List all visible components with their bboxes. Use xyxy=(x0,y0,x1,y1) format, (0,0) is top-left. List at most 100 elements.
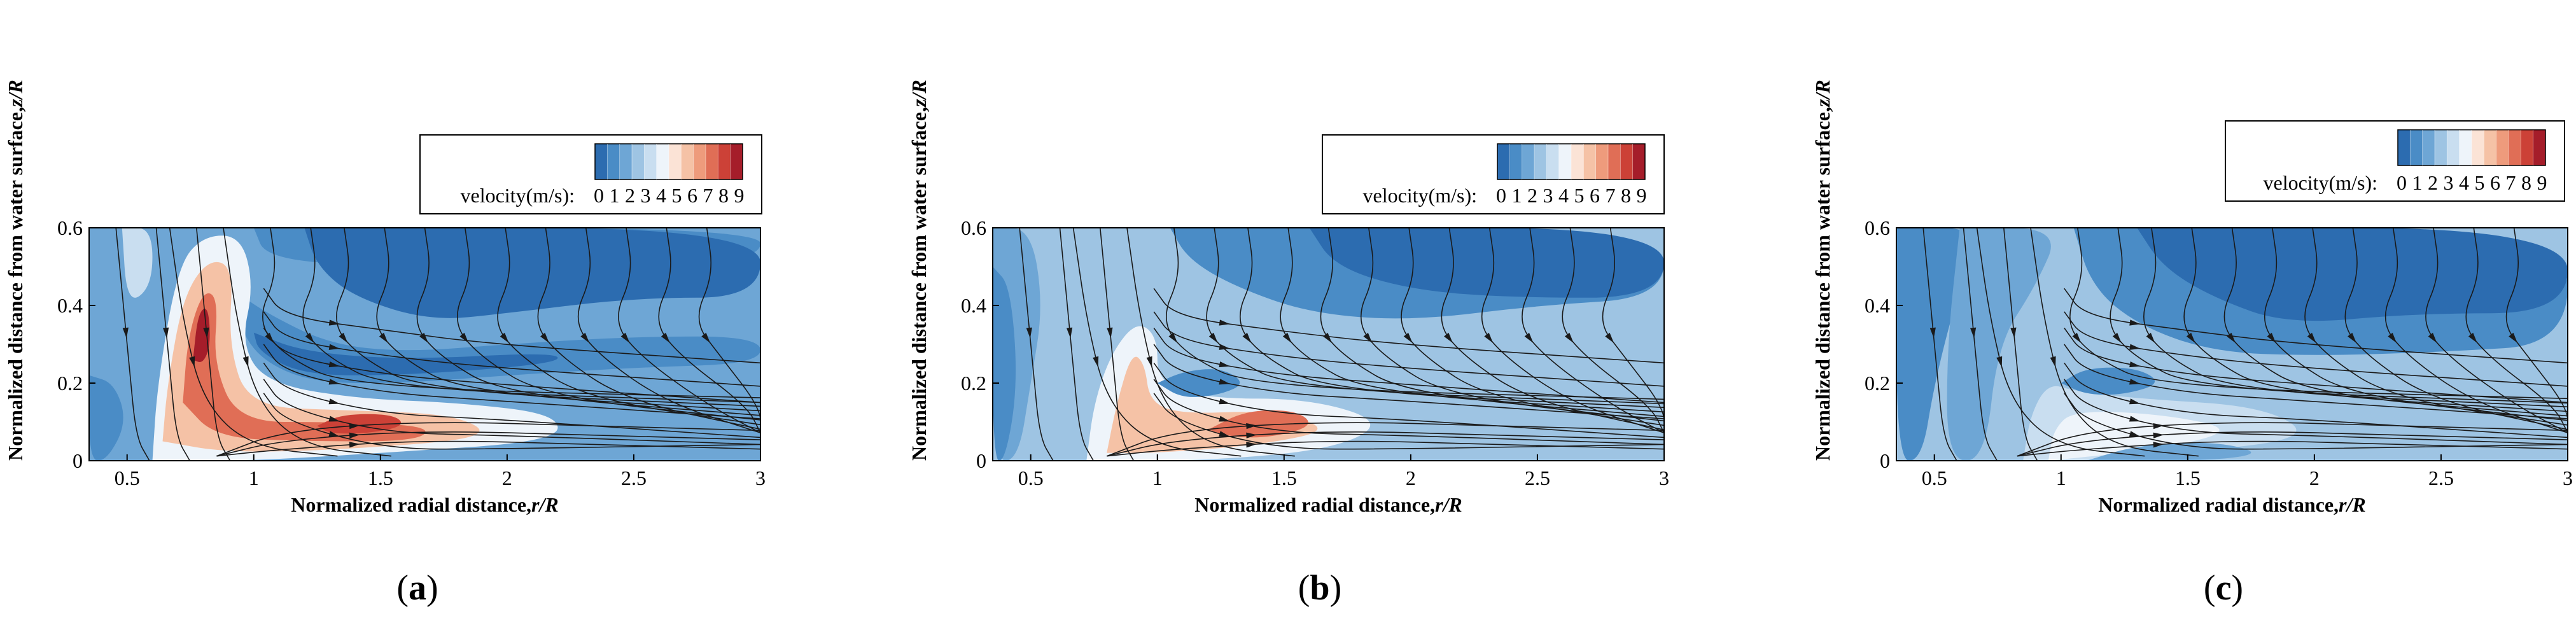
streamline-arrow-2 xyxy=(2010,327,2017,339)
colorbar-swatch-0 xyxy=(2398,130,2411,165)
colorbar-swatch-7 xyxy=(2484,130,2497,165)
y-tick-label-0: 0 xyxy=(976,449,986,472)
streamline-9 xyxy=(1320,228,1664,417)
streamline-19 xyxy=(263,327,760,403)
x-tick-label-5: 3 xyxy=(2563,466,2573,489)
streamline-arrow-0 xyxy=(1929,327,1936,339)
colorbar-tick-9: 9 xyxy=(1637,184,1647,207)
streamline-17 xyxy=(263,288,760,364)
x-tick-label-1: 1 xyxy=(1152,466,1163,489)
streamline-23 xyxy=(2064,393,2568,450)
colorbar-swatch-9 xyxy=(706,144,718,179)
streamline-0 xyxy=(1019,228,1054,461)
colorbar-tick-7: 7 xyxy=(1606,184,1616,207)
streamline-7 xyxy=(336,228,760,407)
streamline-17 xyxy=(1153,288,1664,364)
colorbar-swatch-5 xyxy=(656,144,669,179)
colorbar-tick-0: 0 xyxy=(594,184,604,207)
colorbar-swatch-4 xyxy=(1546,144,1560,179)
streamline-arrow-19 xyxy=(1219,361,1230,368)
plot-area xyxy=(1896,228,2568,461)
streamline-12 xyxy=(2344,228,2568,430)
colorbar-tick-1: 1 xyxy=(610,184,620,207)
colorbar-swatch-10 xyxy=(2521,130,2534,165)
colorbar-swatch-5 xyxy=(2459,130,2472,165)
streamline-18 xyxy=(1153,311,1664,387)
streamline-arrow-21 xyxy=(2129,398,2141,405)
streamline-arrow-3 xyxy=(1093,356,1099,368)
streamline-arrow-14 xyxy=(1524,332,1534,343)
streamline-arrow-18 xyxy=(1219,344,1230,350)
streamline-21 xyxy=(2064,362,2568,438)
panel-label: (a) xyxy=(396,568,438,608)
streamline-10 xyxy=(2264,228,2568,421)
x-axis-label: Normalized radial distance,r/R xyxy=(2098,493,2365,516)
panel-label: (b) xyxy=(1298,568,1341,608)
streamline-arrow-22 xyxy=(328,416,340,422)
streamline-arrow-3 xyxy=(1996,356,2003,368)
panel-label-close: ) xyxy=(2231,568,2243,608)
streamline-arrow-8 xyxy=(2186,332,2195,343)
streamline-20 xyxy=(2064,344,2568,419)
x-tick-label-5: 3 xyxy=(755,466,766,489)
colorbar-swatch-8 xyxy=(2496,130,2509,165)
streamline-arrow-22 xyxy=(1219,416,1230,422)
streamline-19 xyxy=(1153,327,1664,403)
y-axis-label-variable: z/R xyxy=(4,80,27,108)
streamline-arrow-14 xyxy=(620,332,630,343)
streamline-arrow-3 xyxy=(189,356,195,368)
colorbar-swatch-3 xyxy=(2435,130,2447,165)
colorbar-tick-8: 8 xyxy=(2521,171,2531,194)
streamline-25 xyxy=(2017,431,2568,457)
panel-label-open: ( xyxy=(1298,568,1310,608)
colorbar-tick-7: 7 xyxy=(2506,171,2516,194)
streamline-arrow-21 xyxy=(1219,398,1230,405)
colorbar-tick-9: 9 xyxy=(2537,171,2547,194)
x-tick-label-2: 1.5 xyxy=(368,466,393,489)
colorbar-swatch-0 xyxy=(1497,144,1510,179)
y-axis-label: Normalized distance from water surface,z… xyxy=(1811,80,1834,461)
panel-label-open: ( xyxy=(396,568,409,608)
x-tick-label-1: 1 xyxy=(249,466,259,489)
panel-c: 0.5 1 1.5 2 2.5 3 0 0.2 0.4 0.6 Normalized radial … xyxy=(1811,80,2573,608)
contour-region-7 xyxy=(1157,369,1240,397)
colorbar-swatch-2 xyxy=(1522,144,1535,179)
streamline-arrow-1 xyxy=(1970,327,1977,339)
plot-area xyxy=(993,228,1664,461)
streamline-arrow-22 xyxy=(2129,416,2141,422)
streamline-12 xyxy=(537,228,760,430)
streamline-arrow-7 xyxy=(339,332,348,343)
x-axis-label-text: Normalized radial distance, xyxy=(1194,493,1435,516)
colorbar-tick-1: 1 xyxy=(1512,184,1522,207)
streamline-arrow-25 xyxy=(1246,432,1257,438)
streamline-arrow-16 xyxy=(2509,332,2518,343)
streamline-21 xyxy=(1153,362,1664,438)
streamline-20 xyxy=(263,344,760,419)
streamline-arrow-25 xyxy=(2153,432,2164,438)
x-axis-label-text: Normalized radial distance, xyxy=(291,493,531,516)
streamline-arrow-12 xyxy=(1444,332,1453,343)
streamline-arrow-9 xyxy=(1323,332,1332,343)
streamline-24 xyxy=(1107,440,1664,457)
streamline-10 xyxy=(456,228,760,421)
streamline-arrow-1 xyxy=(1066,327,1073,339)
colorbar-tick-7: 7 xyxy=(703,184,713,207)
streamline-arrow-26 xyxy=(1246,423,1257,430)
y-tick-label-2: 0.4 xyxy=(57,294,83,317)
colorbar-tick-6: 6 xyxy=(2490,171,2500,194)
streamline-arrow-13 xyxy=(1484,332,1494,343)
y-axis-label: Normalized distance from water surface,z… xyxy=(4,80,27,461)
streamline-arrow-5 xyxy=(2072,332,2082,343)
x-axis-label-variable: r/R xyxy=(531,493,559,516)
colorbar-tick-0: 0 xyxy=(1496,184,1506,207)
plot-area xyxy=(89,228,760,461)
streamline-arrow-2 xyxy=(1107,327,1113,339)
colorbar-tick-8: 8 xyxy=(1621,184,1631,207)
streamline-arrow-18 xyxy=(2129,344,2141,350)
colorbar-tick-5: 5 xyxy=(672,184,682,207)
y-axis-label-text: Normalized distance from water surface, xyxy=(1811,107,1834,461)
colorbar-swatch-10 xyxy=(1620,144,1634,179)
colorbar-tick-2: 2 xyxy=(625,184,635,207)
streamline-1 xyxy=(1059,228,1094,461)
colorbar-swatch-2 xyxy=(2422,130,2435,165)
